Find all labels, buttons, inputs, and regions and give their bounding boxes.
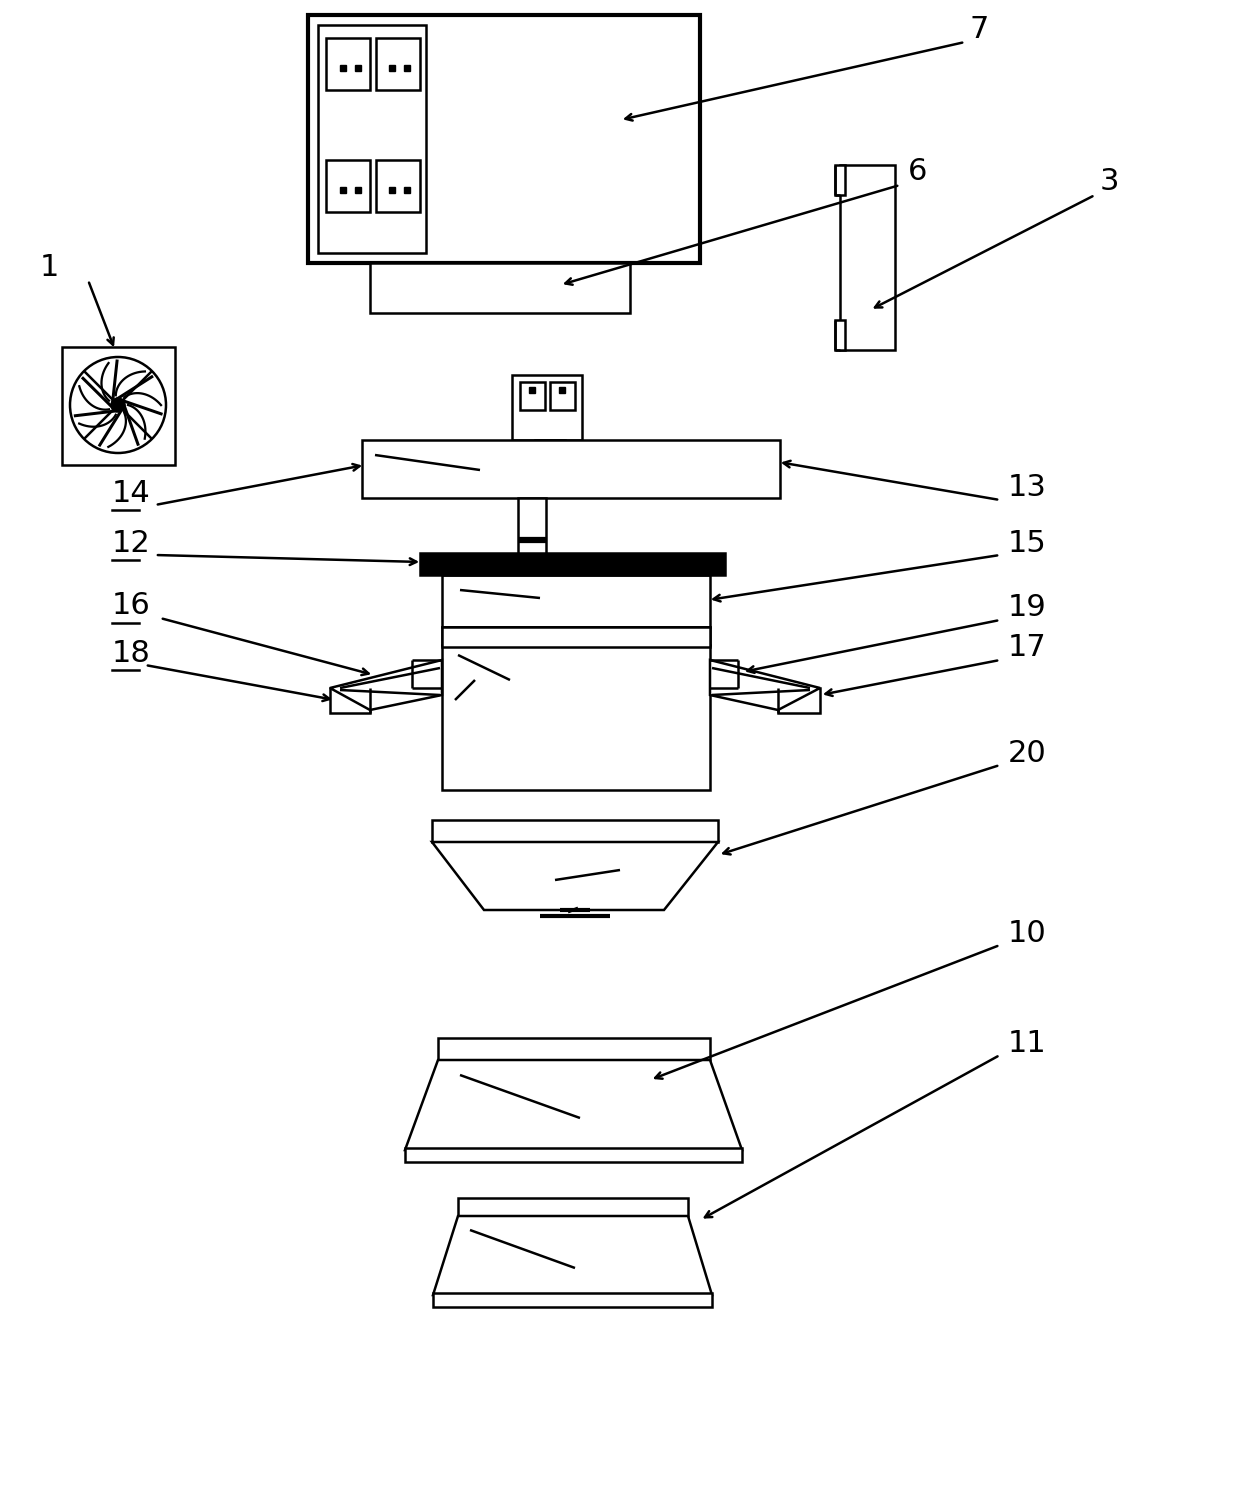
Bar: [376, 161, 420, 211]
Polygon shape: [432, 842, 718, 911]
Polygon shape: [433, 1216, 712, 1295]
Text: 17: 17: [1008, 634, 1047, 662]
Text: 11: 11: [1008, 1028, 1047, 1058]
Bar: [326, 161, 370, 211]
Bar: [441, 644, 711, 790]
Bar: [405, 1149, 742, 1162]
Bar: [438, 1039, 711, 1059]
Text: 16: 16: [112, 592, 151, 620]
Text: 14: 14: [112, 479, 151, 507]
Bar: [777, 687, 820, 713]
Circle shape: [112, 397, 125, 412]
Text: 18: 18: [112, 638, 151, 668]
Text: 3: 3: [1100, 168, 1120, 196]
Text: 19: 19: [1008, 594, 1047, 622]
Bar: [441, 626, 711, 647]
Bar: [835, 320, 844, 350]
Bar: [376, 39, 420, 89]
Bar: [420, 554, 725, 574]
Bar: [326, 39, 370, 89]
Bar: [317, 25, 427, 253]
Text: 7: 7: [970, 15, 990, 45]
Bar: [835, 165, 844, 195]
Text: 20: 20: [1008, 738, 1047, 768]
Text: 1: 1: [40, 253, 60, 283]
Text: 6: 6: [908, 158, 928, 186]
Bar: [520, 382, 546, 411]
Bar: [308, 15, 701, 263]
Bar: [441, 626, 711, 644]
Polygon shape: [711, 661, 820, 710]
Bar: [433, 1293, 712, 1306]
Bar: [432, 820, 718, 842]
Bar: [362, 440, 780, 498]
Bar: [512, 375, 582, 440]
Bar: [441, 574, 711, 626]
Polygon shape: [405, 1059, 742, 1150]
Bar: [62, 347, 175, 464]
Polygon shape: [330, 661, 441, 710]
Text: 10: 10: [1008, 918, 1047, 948]
Text: 13: 13: [1008, 473, 1047, 503]
Bar: [839, 165, 895, 350]
Bar: [458, 1198, 688, 1216]
Bar: [518, 498, 546, 562]
Bar: [370, 263, 630, 312]
Bar: [551, 382, 575, 411]
Bar: [330, 687, 370, 713]
Text: 15: 15: [1008, 528, 1047, 558]
Bar: [534, 440, 565, 470]
Text: 12: 12: [112, 528, 151, 558]
